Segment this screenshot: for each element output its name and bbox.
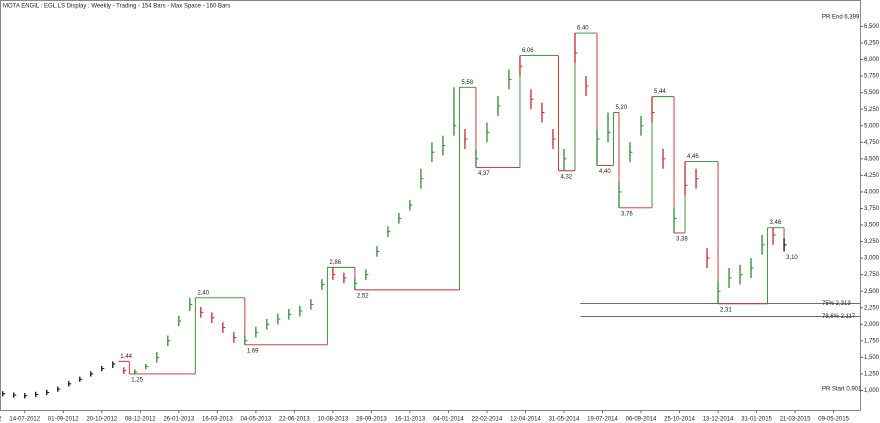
- x-tick-label: 12-04-2014: [510, 417, 541, 423]
- swing-label: 3,10: [786, 255, 798, 261]
- x-tick-label: 28-09-2013: [356, 417, 387, 423]
- swing-label: 1,44: [120, 354, 132, 360]
- x-tick-label: 20-10-2012: [86, 417, 117, 423]
- swing-label: 3,76: [621, 211, 633, 217]
- y-tick-label: 3,000: [864, 256, 880, 262]
- x-tick-label: 26-05-2012: [0, 417, 2, 423]
- y-tick-label: 4,000: [864, 190, 880, 196]
- swing-label: 4,40: [599, 169, 611, 175]
- x-tick-label: 31-05-2014: [549, 417, 580, 423]
- level-label: 78,6% 2,117: [822, 314, 856, 320]
- x-tick-label: 22-02-2014: [472, 417, 503, 423]
- swing-label: 6,40: [577, 26, 589, 32]
- swing-label: 1,69: [247, 348, 259, 354]
- x-tick-label: 21-03-2015: [780, 417, 811, 423]
- x-tick-label: 26-01-2013: [163, 417, 194, 423]
- y-tick-label: 5,000: [864, 123, 880, 129]
- x-tick-label: 19-07-2014: [587, 417, 618, 423]
- y-tick-label: 1,000: [864, 388, 880, 394]
- x-tick-label: 25-10-2014: [664, 417, 695, 423]
- y-tick-label: 2,750: [864, 272, 880, 278]
- plot-frame: [0, 0, 861, 411]
- y-tick-label: 5,500: [864, 90, 880, 96]
- y-tick-label: 2,000: [864, 322, 880, 328]
- swing-label: 2,86: [329, 260, 341, 266]
- y-tick-label: 4,250: [864, 173, 880, 179]
- x-tick-label: 01-09-2012: [48, 417, 79, 423]
- swing-label: 2,52: [357, 293, 369, 299]
- y-tick-label: 1,250: [864, 371, 880, 377]
- swing-label: 3,46: [770, 220, 782, 226]
- swing-label: 4,37: [478, 171, 490, 177]
- swing-label: 4,46: [687, 154, 699, 160]
- y-tick-label: 5,250: [864, 107, 880, 113]
- y-tick-label: 5,750: [864, 74, 880, 80]
- y-tick-label: 1,750: [864, 338, 880, 344]
- y-tick-label: 2,500: [864, 289, 880, 295]
- swing-label: 2,40: [197, 290, 209, 296]
- x-tick-label: 22-06-2013: [279, 417, 310, 423]
- x-tick-label: 13-12-2014: [703, 417, 734, 423]
- level-label: 75% 2,313: [822, 301, 851, 307]
- x-tick-label: 10-08-2013: [318, 417, 349, 423]
- x-tick-label: 06-09-2014: [626, 417, 657, 423]
- pr-label: PR Start 0,901: [822, 387, 862, 393]
- x-tick-label: 31-01-2015: [741, 417, 772, 423]
- y-tick-label: 3,500: [864, 223, 880, 229]
- y-tick-label: 3,750: [864, 206, 880, 212]
- swing-label: 2,31: [720, 307, 732, 313]
- x-tick-label: 09-05-2015: [818, 417, 849, 423]
- x-tick-label: 16-03-2013: [202, 417, 233, 423]
- x-tick-label: 04-01-2014: [433, 417, 464, 423]
- swing-label: 4,32: [560, 174, 572, 180]
- y-tick-label: 4,500: [864, 156, 880, 162]
- swing-label: 6,06: [522, 48, 534, 54]
- swing-label: 1,25: [131, 377, 143, 383]
- swing-label: 5,44: [654, 89, 666, 95]
- swing-label: 5,20: [615, 105, 627, 111]
- x-tick-label: 08-12-2012: [125, 417, 156, 423]
- x-tick-label: 14-07-2012: [9, 417, 40, 423]
- y-tick-label: 6,500: [864, 24, 880, 30]
- y-tick-label: 1,500: [864, 355, 880, 361]
- swing-label: 5,58: [461, 80, 473, 86]
- y-tick-label: 2,250: [864, 305, 880, 311]
- x-tick-label: 04-05-2013: [241, 417, 272, 423]
- pr-label: PR End 6,399: [822, 15, 860, 21]
- y-tick-label: 3,250: [864, 239, 880, 245]
- y-tick-label: 4,750: [864, 140, 880, 146]
- x-tick-label: 16-11-2013: [395, 417, 426, 423]
- y-tick-label: 6,000: [864, 57, 880, 63]
- y-tick-label: 6,250: [864, 41, 880, 47]
- swing-label: 3,38: [676, 237, 688, 243]
- chart-title: MOTA ENGIL : EGL.LS Display : Weekly - T…: [3, 4, 230, 10]
